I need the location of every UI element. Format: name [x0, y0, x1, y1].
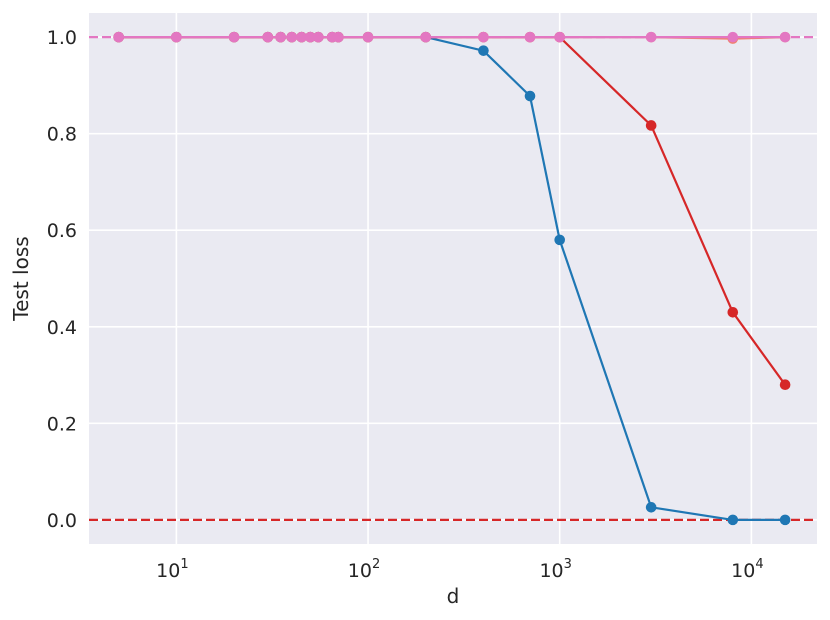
data-point [524, 90, 536, 102]
data-point [113, 31, 124, 43]
data-point [171, 31, 182, 43]
data-point [262, 31, 274, 43]
data-point [779, 31, 791, 43]
x-tick-labels: 101 102 103 104 [156, 557, 763, 582]
data-point [228, 31, 240, 43]
y-tick-label: 1.0 [47, 27, 77, 49]
data-point [645, 502, 657, 513]
data-point [645, 31, 657, 43]
y-tick-label: 0.4 [47, 317, 77, 339]
y-tick-label: 0.2 [47, 413, 77, 435]
data-point [420, 31, 432, 43]
data-point [645, 120, 657, 131]
data-point [478, 45, 489, 56]
y-tick-labels: 0.0 0.2 0.4 0.6 0.8 1.0 [47, 27, 77, 532]
series-4 [113, 31, 791, 43]
data-point [333, 31, 344, 43]
data-point [727, 31, 739, 43]
plot-background [89, 13, 817, 544]
data-point [275, 31, 286, 43]
x-tick-label: 102 [348, 557, 380, 582]
y-axis-label: Test loss [9, 236, 33, 321]
data-point [362, 31, 374, 43]
y-tick-label: 0.6 [47, 220, 77, 242]
data-point [296, 31, 307, 43]
data-point [727, 306, 739, 318]
x-tick-label: 104 [731, 557, 763, 582]
x-tick-label: 103 [539, 557, 571, 582]
data-point [779, 514, 791, 526]
y-tick-label: 0.8 [47, 124, 77, 146]
data-point [312, 31, 324, 43]
data-point [478, 31, 489, 43]
data-point [554, 234, 566, 246]
x-tick-label: 101 [156, 557, 188, 582]
data-point [554, 31, 566, 43]
data-point [524, 31, 536, 43]
data-point [779, 379, 791, 391]
data-point [727, 514, 739, 526]
data-point [305, 31, 316, 43]
data-point [286, 31, 298, 43]
y-tick-label: 0.0 [47, 510, 77, 532]
series-group [113, 31, 791, 526]
x-axis-label: d [447, 584, 460, 608]
